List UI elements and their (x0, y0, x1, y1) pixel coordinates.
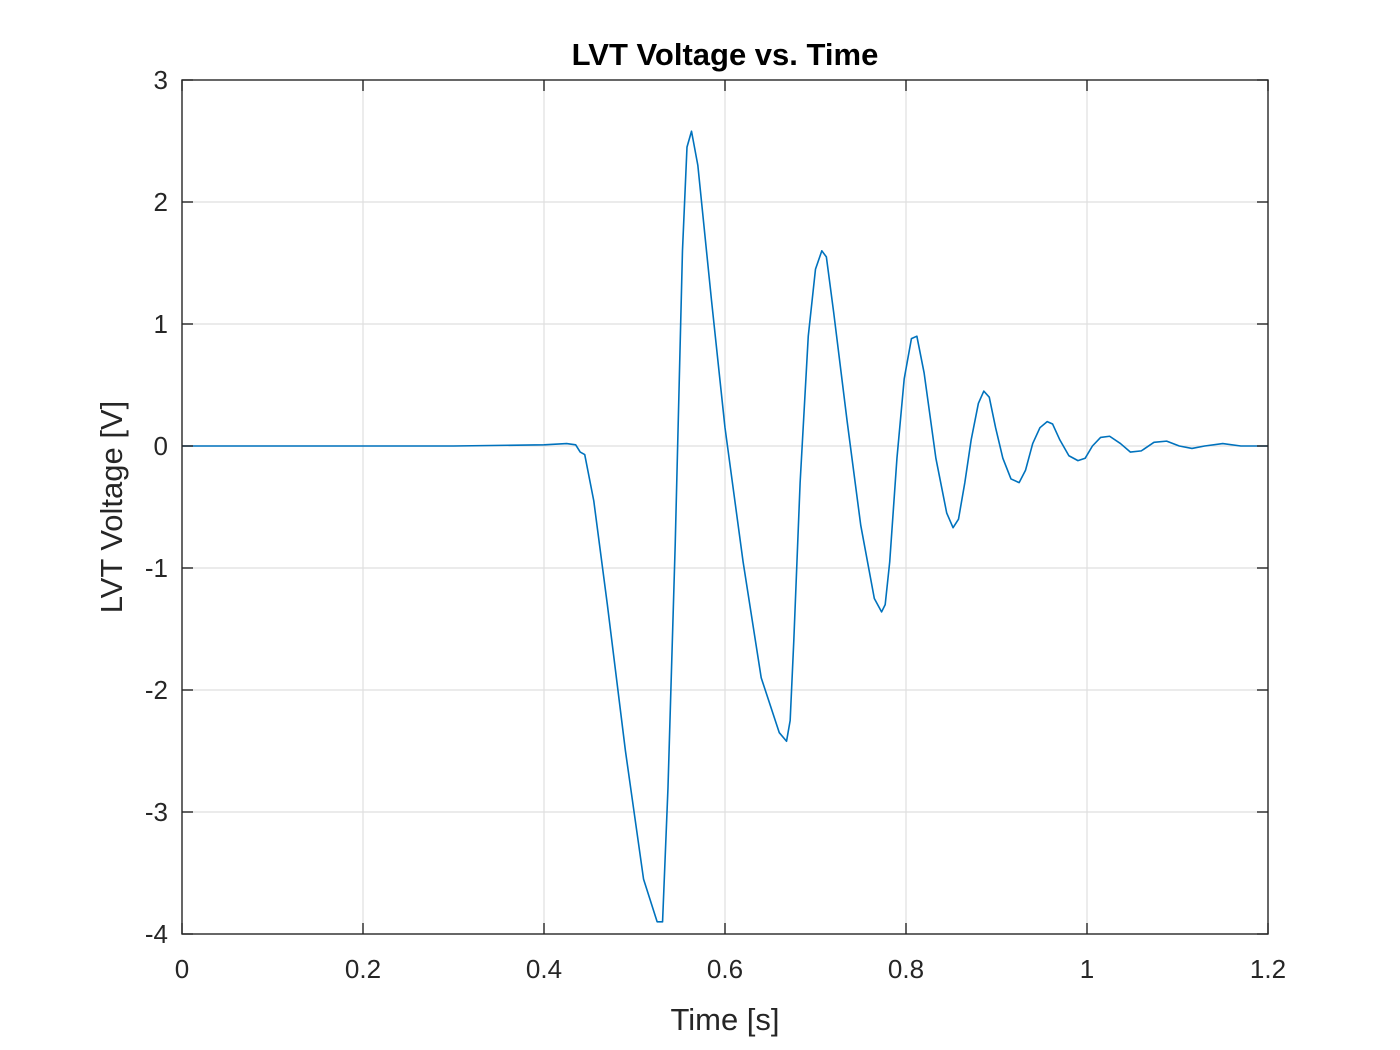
y-tick-label: -1 (145, 553, 168, 583)
y-tick-label: -4 (145, 919, 168, 949)
y-tick-label: -2 (145, 675, 168, 705)
x-tick-label: 1 (1080, 954, 1094, 984)
x-tick-label: 0.6 (707, 954, 743, 984)
ticks: 0 0.2 0.4 0.6 0.8 1 1.2 -4 -3 -2 -1 0 1 2 3 (145, 65, 1286, 984)
x-tick-label: 1.2 (1250, 954, 1286, 984)
grid (182, 80, 1268, 934)
x-tick-label: 0.4 (526, 954, 562, 984)
y-axis-label: LVT Voltage [V] (94, 401, 129, 614)
x-axis-label: Time [s] (670, 1002, 779, 1037)
x-tick-label: 0.2 (345, 954, 381, 984)
series-layer (182, 130, 1268, 923)
y-tick-label: 0 (154, 431, 168, 461)
series-line (182, 130, 1268, 923)
y-tick-label: 3 (154, 65, 168, 95)
x-tick-label: 0.8 (888, 954, 924, 984)
y-tick-label: 2 (154, 187, 168, 217)
chart-title: LVT Voltage vs. Time (572, 37, 879, 72)
x-tick-label: 0 (175, 954, 189, 984)
y-tick-label: 1 (154, 309, 168, 339)
y-tick-label: -3 (145, 797, 168, 827)
